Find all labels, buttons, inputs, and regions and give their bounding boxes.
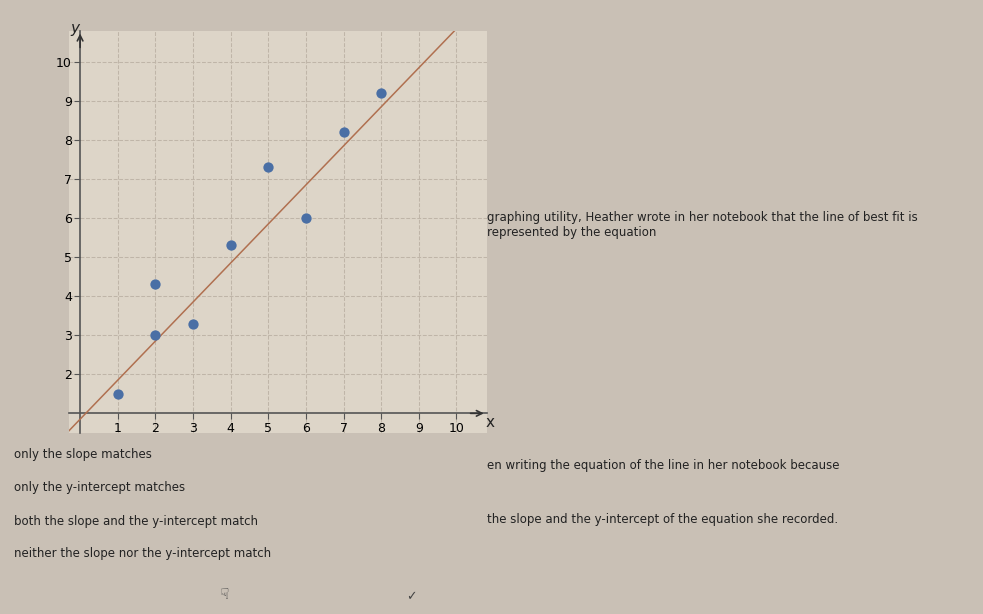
Text: ✓: ✓ — [406, 589, 416, 603]
Text: the slope and the y-intercept of the equation she recorded.: the slope and the y-intercept of the equ… — [487, 513, 838, 526]
Text: only the slope matches: only the slope matches — [14, 448, 152, 462]
Point — [298, 213, 314, 223]
Text: x: x — [486, 415, 494, 430]
Text: both the slope and the y-intercept match: both the slope and the y-intercept match — [14, 515, 258, 528]
Point — [147, 330, 163, 340]
Text: ☟: ☟ — [219, 587, 229, 602]
Point — [374, 88, 389, 98]
Text: en writing the equation of the line in her notebook because: en writing the equation of the line in h… — [487, 459, 839, 472]
Point — [147, 279, 163, 289]
Text: neither the slope nor the y-intercept match: neither the slope nor the y-intercept ma… — [14, 547, 271, 560]
Point — [336, 127, 352, 137]
Point — [223, 241, 239, 251]
Text: only the y-intercept matches: only the y-intercept matches — [14, 481, 185, 494]
Text: y: y — [70, 21, 79, 36]
Point — [110, 389, 126, 398]
Text: graphing utility, Heather wrote in her notebook that the line of best fit is rep: graphing utility, Heather wrote in her n… — [487, 211, 917, 239]
Point — [260, 163, 276, 173]
Point — [185, 319, 201, 328]
